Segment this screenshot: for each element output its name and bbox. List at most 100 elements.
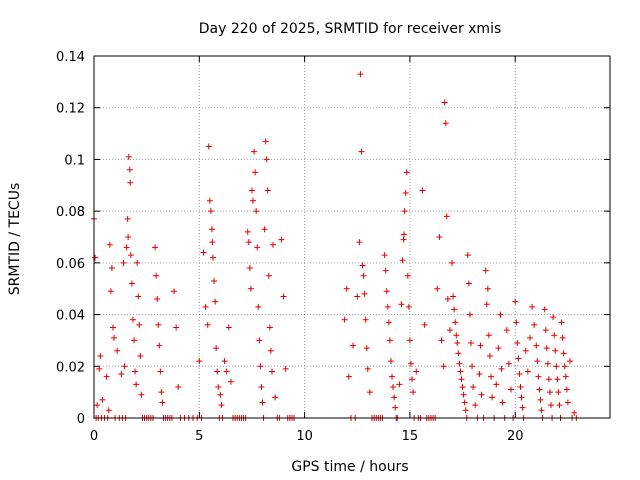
data-point: [517, 383, 524, 390]
data-point: [516, 371, 523, 378]
data-point: [508, 386, 515, 393]
data-point: [455, 350, 462, 357]
data-point: [96, 365, 103, 372]
x-tick-label: 5: [195, 429, 203, 444]
data-point: [469, 363, 476, 370]
data-point: [436, 234, 443, 240]
data-point: [205, 143, 212, 150]
data-point: [212, 298, 219, 305]
data-point: [396, 381, 403, 388]
data-point: [493, 381, 500, 388]
data-point: [465, 280, 472, 287]
data-point: [453, 332, 460, 339]
data-point: [438, 337, 445, 344]
data-point: [361, 290, 368, 297]
data-point: [389, 373, 396, 380]
data-point: [505, 360, 512, 367]
data-point: [256, 337, 263, 344]
data-point: [111, 334, 118, 341]
data-point: [452, 319, 459, 326]
data-point: [208, 226, 215, 233]
data-point: [457, 368, 464, 375]
data-point: [94, 402, 101, 409]
data-point: [483, 301, 490, 308]
data-point: [343, 285, 350, 292]
data-point: [252, 169, 259, 176]
y-axis-label: SRMTID / TECUs: [7, 183, 23, 296]
data-point: [382, 267, 389, 274]
y-tick-label: 0.08: [56, 205, 85, 220]
data-point: [544, 360, 551, 367]
x-tick-label: 0: [90, 429, 98, 444]
data-point: [209, 254, 216, 261]
data-point: [386, 337, 393, 344]
data-point: [138, 391, 145, 398]
data-point: [467, 340, 474, 347]
data-point: [248, 187, 255, 194]
data-point: [171, 288, 178, 295]
data-point: [362, 316, 369, 323]
data-point: [251, 148, 258, 155]
plot-frame: [93, 55, 611, 419]
data-point: [512, 298, 519, 305]
data-point: [458, 376, 465, 383]
data-point: [538, 407, 545, 414]
data-point: [356, 239, 363, 246]
data-point: [278, 236, 285, 243]
data-point: [363, 345, 370, 352]
data-point: [247, 285, 254, 292]
data-point: [105, 407, 112, 414]
data-point: [137, 352, 144, 359]
data-point: [114, 347, 121, 354]
data-point: [358, 148, 365, 155]
data-point: [345, 373, 352, 380]
data-point: [206, 197, 213, 204]
data-point: [157, 368, 164, 375]
data-point: [264, 187, 271, 194]
data-point: [482, 267, 489, 274]
data-point: [134, 259, 141, 266]
data-point: [214, 368, 221, 375]
data-point: [407, 360, 414, 367]
data-point: [221, 358, 228, 365]
data-point: [125, 234, 132, 240]
data-point: [268, 368, 275, 375]
data-point: [108, 265, 115, 272]
data-point: [398, 301, 405, 308]
data-point: [464, 252, 471, 259]
data-point: [173, 324, 180, 331]
data-point: [562, 373, 569, 380]
data-marks: [91, 71, 580, 421]
data-point: [385, 319, 392, 326]
data-point: [244, 228, 251, 235]
data-point: [555, 389, 562, 396]
data-point: [560, 350, 567, 357]
data-point: [261, 226, 268, 233]
data-point: [443, 213, 450, 220]
data-point: [442, 120, 449, 127]
data-point: [204, 321, 211, 328]
data-point: [476, 371, 483, 378]
data-point: [250, 197, 257, 204]
data-point: [529, 303, 536, 310]
data-point: [99, 396, 106, 403]
data-point: [460, 391, 467, 398]
data-point: [526, 334, 533, 341]
data-point: [406, 337, 413, 344]
data-point: [403, 169, 410, 176]
data-point: [125, 153, 132, 160]
data-point: [503, 327, 510, 334]
data-point: [127, 252, 134, 259]
data-point: [402, 190, 409, 197]
data-point: [519, 404, 526, 411]
data-point: [550, 314, 557, 321]
data-point: [451, 306, 458, 313]
data-point: [259, 399, 266, 406]
data-point: [133, 381, 140, 388]
data-point: [556, 402, 563, 409]
data-point: [390, 383, 397, 390]
data-point: [245, 239, 252, 246]
data-point: [155, 321, 162, 328]
data-point: [350, 342, 357, 349]
